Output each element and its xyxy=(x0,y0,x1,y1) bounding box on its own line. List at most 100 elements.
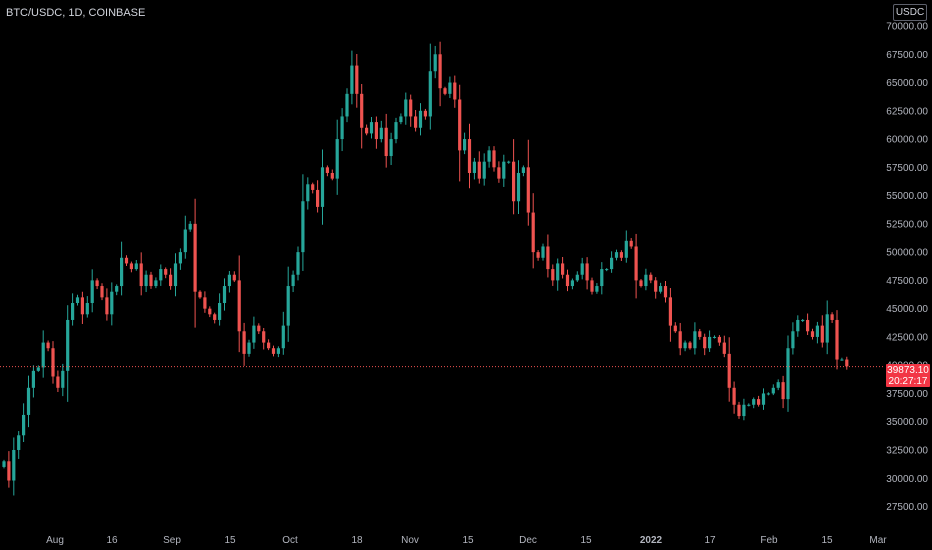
x-tick-label: 15 xyxy=(580,535,592,546)
candle-body xyxy=(825,314,829,343)
y-tick-label: 67500.00 xyxy=(886,50,928,61)
candle-body xyxy=(384,127,388,157)
candle-body xyxy=(688,342,692,349)
candle-body xyxy=(433,54,437,72)
x-tick-label: Dec xyxy=(519,535,537,546)
candle-body xyxy=(654,280,658,292)
y-tick-label: 42500.00 xyxy=(886,332,928,343)
candle-body xyxy=(600,269,604,287)
candle-body xyxy=(810,331,815,337)
candle-body xyxy=(291,274,295,287)
candle-body xyxy=(350,65,354,94)
candle-body xyxy=(159,269,163,281)
candle-body xyxy=(507,161,511,163)
candle-body xyxy=(66,319,70,371)
candle-body xyxy=(218,303,222,320)
x-tick-label: Oct xyxy=(282,535,298,546)
candle-body xyxy=(428,71,432,117)
candle-body xyxy=(311,184,315,190)
candle-body xyxy=(815,325,819,337)
candle-body xyxy=(776,382,780,388)
candle-body xyxy=(757,399,761,405)
candle-body xyxy=(129,263,133,270)
candle-body xyxy=(791,331,795,349)
time-axis[interactable]: Aug 16 Sep 15 Oct 18 Nov 15 Dec 15 2022 17 Feb 15 Mar xyxy=(46,535,887,546)
candle-body xyxy=(213,314,217,320)
candle-body xyxy=(164,269,168,275)
price-axis[interactable]: 27500.00 30000.00 32500.00 35000.00 37500.00… xyxy=(886,22,928,514)
candle-body xyxy=(610,257,614,270)
candle-body xyxy=(41,342,45,368)
candle-body xyxy=(95,280,99,287)
y-tick-label: 37500.00 xyxy=(886,389,928,400)
candle-body xyxy=(747,404,751,406)
candle-body xyxy=(453,82,457,100)
candle-body xyxy=(301,201,305,253)
candle-body xyxy=(722,342,726,354)
symbol-info[interactable]: BTC/USDC, 1D, COINBASE xyxy=(6,7,146,19)
candle-body xyxy=(71,303,75,320)
candle-body xyxy=(717,336,721,343)
candle-body xyxy=(683,342,687,349)
x-tick-label: 16 xyxy=(106,535,118,546)
candle-body xyxy=(276,348,280,354)
candle-body xyxy=(614,252,619,258)
x-tick-label: 17 xyxy=(704,535,716,546)
candle-body xyxy=(590,280,594,292)
candle-body xyxy=(698,331,702,337)
candle-body xyxy=(634,246,638,281)
y-tick-label: 52500.00 xyxy=(886,219,928,230)
candle-body xyxy=(820,325,824,343)
candle-body xyxy=(752,399,756,405)
candle-body xyxy=(267,342,271,349)
candle-body xyxy=(389,139,393,157)
candle-body xyxy=(771,387,775,394)
candle-body xyxy=(619,252,623,258)
x-tick-label: Aug xyxy=(46,535,64,546)
candle-body xyxy=(801,319,805,321)
candle-body xyxy=(845,359,849,367)
x-tick-label: 18 xyxy=(351,535,363,546)
candle-body xyxy=(379,127,383,140)
candle-body xyxy=(477,161,481,179)
candle-body xyxy=(257,325,261,332)
candle-body xyxy=(521,167,525,173)
candle-body xyxy=(46,342,50,349)
candle-body xyxy=(546,246,550,270)
candle-body xyxy=(742,404,746,417)
candle-body xyxy=(531,212,535,253)
candle-body xyxy=(306,184,310,202)
candle-body xyxy=(585,263,589,281)
candle-body xyxy=(732,387,736,405)
candle-body xyxy=(835,319,839,360)
candle-body xyxy=(678,331,682,349)
candle-body xyxy=(551,269,555,281)
candle-body xyxy=(110,291,114,315)
currency-unit-badge[interactable]: USDC xyxy=(893,4,927,21)
candle-body xyxy=(75,297,80,304)
candle-body xyxy=(840,359,844,361)
x-tick-label: Nov xyxy=(401,535,419,546)
candle-body xyxy=(624,240,628,258)
candle-body xyxy=(409,99,413,117)
candle-body xyxy=(188,223,192,230)
candle-body xyxy=(105,297,109,315)
candle-body xyxy=(639,280,643,287)
candle-body xyxy=(31,370,35,388)
candle-body xyxy=(830,314,834,320)
candle-body xyxy=(668,297,672,326)
candle-body xyxy=(355,65,359,94)
y-tick-label: 57500.00 xyxy=(886,163,928,174)
candle-body xyxy=(629,240,633,247)
candle-body xyxy=(320,167,325,207)
candle-body xyxy=(340,116,344,140)
candle-body xyxy=(766,393,770,395)
candle-body xyxy=(394,122,398,140)
candle-body xyxy=(497,167,501,179)
x-tick-label: Mar xyxy=(869,535,887,546)
candle-body xyxy=(541,246,545,258)
y-tick-label: 65000.00 xyxy=(886,78,928,89)
candle-body xyxy=(139,263,143,287)
candle-body xyxy=(335,139,339,179)
candle-body xyxy=(124,257,129,264)
